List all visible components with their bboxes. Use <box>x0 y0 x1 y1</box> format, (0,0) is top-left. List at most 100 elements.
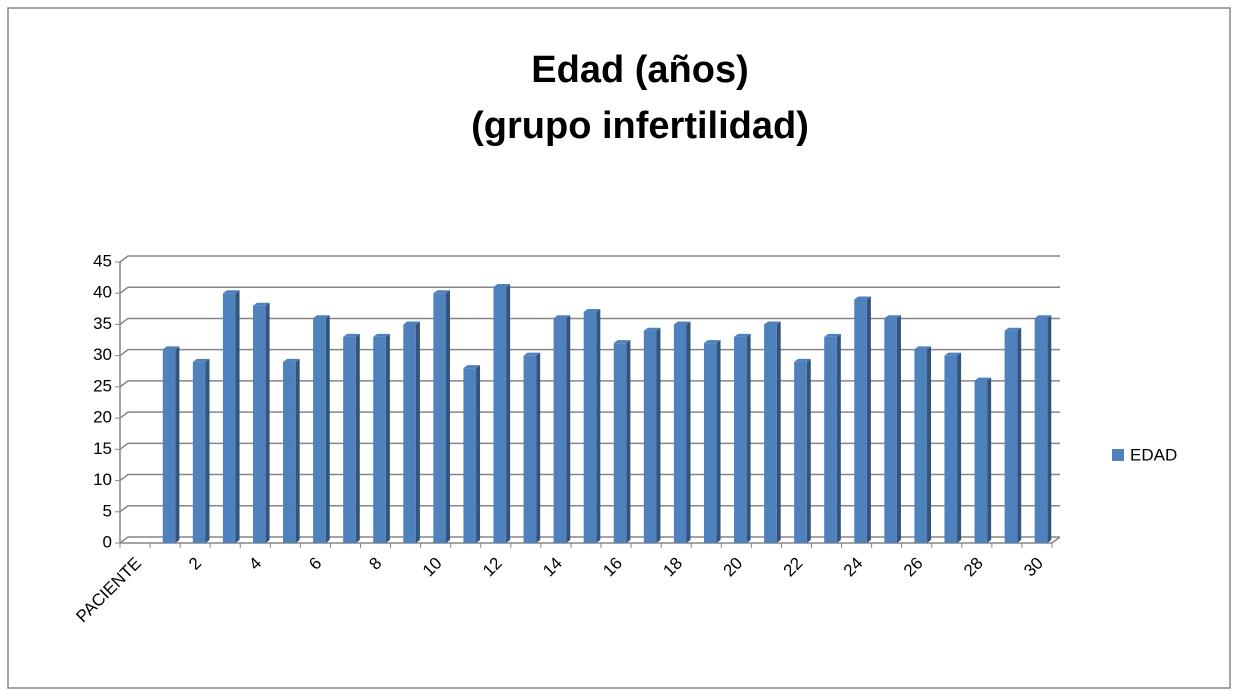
bar-top <box>703 340 721 344</box>
bar-side <box>265 302 270 543</box>
bar-top <box>884 315 901 319</box>
bar <box>613 343 627 543</box>
bar-top <box>583 308 601 312</box>
y-tick-label: 20 <box>93 408 112 427</box>
y-tick-label: 35 <box>93 314 112 333</box>
bar-side <box>987 377 992 543</box>
bar-top <box>854 296 871 300</box>
bar <box>824 336 837 543</box>
bar-side <box>536 352 541 543</box>
bar-side <box>746 333 751 543</box>
bar-top <box>313 315 330 319</box>
bar <box>283 361 296 543</box>
chart-title: (grupo infertilidad) <box>471 105 809 147</box>
bar-top <box>252 302 270 306</box>
bar-side <box>596 308 601 543</box>
bar <box>884 318 897 543</box>
bar <box>944 355 958 543</box>
bar-top <box>463 365 481 369</box>
bar-side <box>235 290 240 543</box>
bar <box>734 336 747 543</box>
bar-top <box>283 358 300 362</box>
bar-side <box>686 321 691 543</box>
bar-side <box>385 333 390 543</box>
grid-line <box>119 255 1060 263</box>
bar-side <box>1017 327 1022 543</box>
bar-top <box>222 290 240 294</box>
bar <box>553 318 567 543</box>
bar <box>974 380 988 543</box>
bar-top <box>944 352 962 356</box>
bar <box>643 330 657 543</box>
y-tick-label: 40 <box>93 283 112 302</box>
chart-title: Edad (años) <box>531 49 748 91</box>
bar <box>313 318 326 543</box>
bar-side <box>626 340 631 543</box>
bar <box>493 286 507 543</box>
bar-top <box>734 333 751 337</box>
bar-top <box>192 358 210 362</box>
bar-top <box>974 377 992 381</box>
legend-swatch <box>1112 449 1124 461</box>
bar-top <box>794 358 811 362</box>
bar-side <box>205 358 210 543</box>
grid-line <box>119 286 1060 294</box>
bar-top <box>553 315 571 319</box>
bar <box>463 368 477 543</box>
y-tick-label: 5 <box>103 501 112 520</box>
bar <box>523 355 537 543</box>
bar-side <box>716 340 721 543</box>
bar-side <box>927 346 932 543</box>
bar <box>403 324 416 543</box>
bar <box>583 311 597 543</box>
bar-top <box>824 333 841 337</box>
bar <box>162 349 176 543</box>
bar-side <box>896 315 901 543</box>
bar-side <box>506 283 511 543</box>
bar-top <box>343 333 360 337</box>
bar <box>854 299 867 543</box>
bar <box>673 324 687 543</box>
bar <box>252 305 266 543</box>
bar <box>1034 318 1048 543</box>
legend-label: EDAD <box>1130 445 1177 464</box>
bar-side <box>1047 315 1052 543</box>
y-tick-label: 0 <box>103 532 112 551</box>
bar <box>914 349 928 543</box>
bar <box>433 293 446 543</box>
bar-side <box>957 352 962 543</box>
bar <box>222 293 236 543</box>
bar-top <box>162 346 180 350</box>
bar-side <box>836 333 841 543</box>
y-tick-label: 25 <box>93 376 112 395</box>
bar-top <box>764 321 781 325</box>
bar-side <box>566 315 571 543</box>
bar-side <box>355 333 360 543</box>
bar <box>764 324 777 543</box>
bar-side <box>445 290 450 543</box>
bar-side <box>325 315 330 543</box>
bar <box>373 336 386 543</box>
bar-top <box>643 327 661 331</box>
bar-side <box>295 358 300 543</box>
bar-top <box>523 352 541 356</box>
bar-side <box>656 327 661 543</box>
bar <box>703 343 717 543</box>
y-tick-label: 45 <box>93 251 112 270</box>
bar <box>794 361 807 543</box>
y-tick-label: 30 <box>93 345 112 364</box>
bar-side <box>476 365 481 543</box>
bar-top <box>403 321 420 325</box>
bar-top <box>613 340 631 344</box>
bar-top <box>1034 315 1052 319</box>
bar-side <box>806 358 811 543</box>
y-tick-label: 15 <box>93 439 112 458</box>
bar-side <box>866 296 871 543</box>
y-tick-label: 10 <box>93 470 112 489</box>
bar-side <box>415 321 420 543</box>
bar-top <box>433 290 450 294</box>
bar-top <box>673 321 691 325</box>
bar <box>192 361 206 543</box>
